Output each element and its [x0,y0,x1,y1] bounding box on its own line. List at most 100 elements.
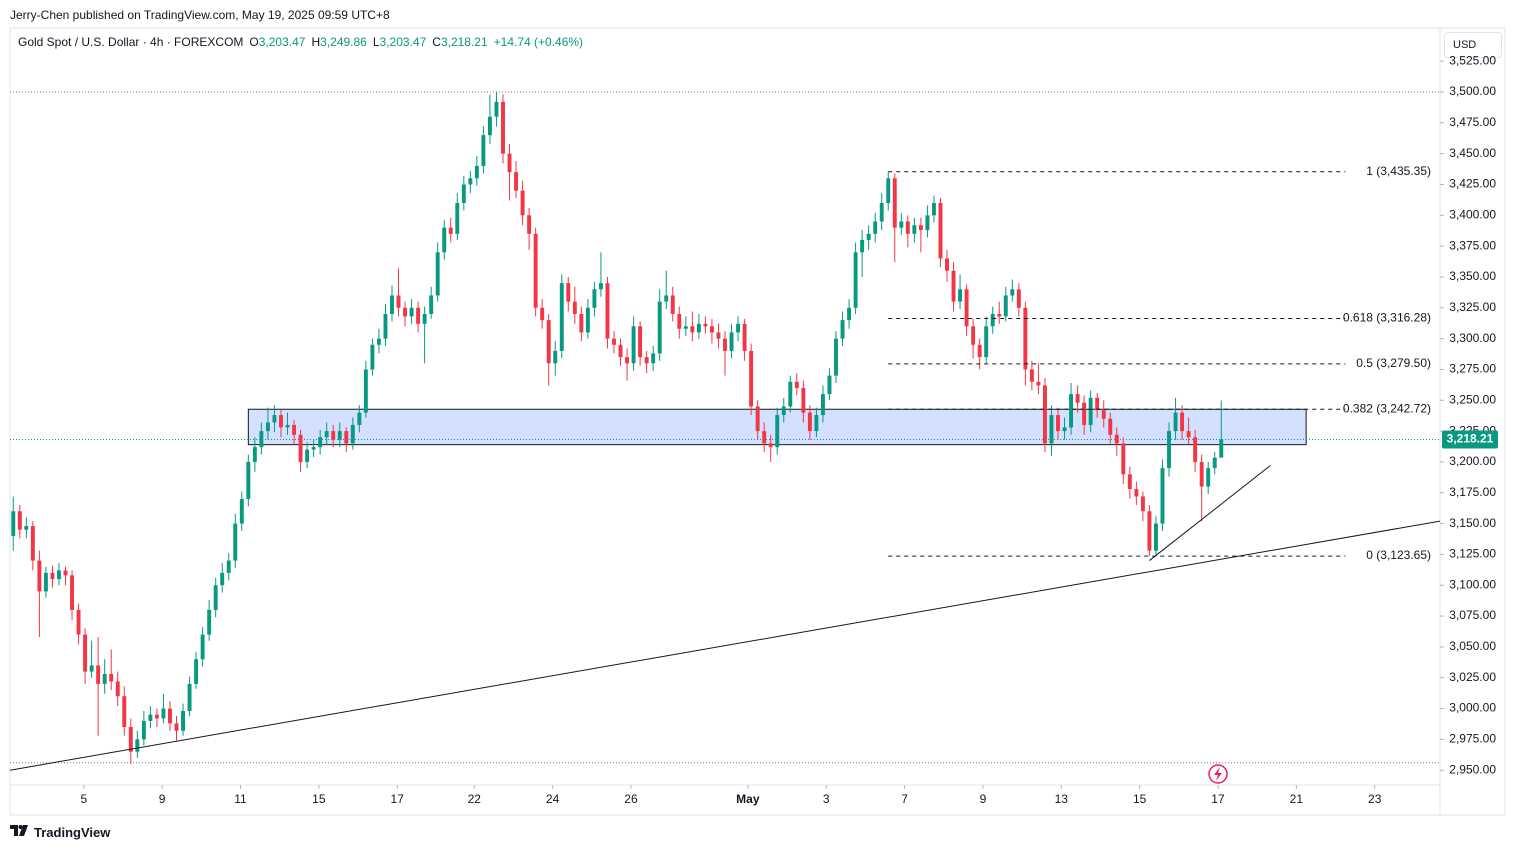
candle-body [324,431,329,438]
candle-body [1167,431,1171,469]
candle-body [723,338,727,351]
candle-body [873,221,878,234]
x-tick-label: 15 [312,792,326,806]
candle-body [559,283,564,351]
candle-body [1101,410,1106,419]
candle-body [1206,468,1211,487]
candle-body [938,202,943,259]
y-tick-label: 3,375.00 [1449,238,1496,252]
candle-body [344,431,349,444]
candle-body [194,659,199,684]
candle-body [154,714,159,719]
chart-frame [9,27,1506,816]
candle-body [546,320,551,364]
candle-body [337,431,342,440]
x-tick-label: 9 [980,792,987,806]
candle-body [141,720,146,740]
candle-body [644,357,649,364]
candle-body [1056,415,1060,432]
fib-label: 1 (3,435.35) [1366,164,1431,178]
x-tick-label: 5 [80,792,87,806]
candle-body [448,227,453,234]
y-tick-label: 3,500.00 [1449,84,1496,98]
candle-body [1075,394,1080,403]
brand: TradingView [34,825,111,840]
y-tick-label: 3,425.00 [1449,177,1496,191]
candle-body [1036,381,1041,386]
candle-body [840,320,845,339]
candle-body [742,323,747,351]
candle-body [905,221,910,234]
candle-body [298,434,303,462]
candle-body [736,323,741,333]
candle-body [1212,457,1217,469]
candle-body [618,344,623,358]
candle-body [76,609,81,635]
candle-body [494,101,499,117]
candle-body [533,233,538,308]
candle-body [997,313,1002,317]
candle-body [677,313,682,329]
candle-body [455,202,460,234]
candle-body [318,437,323,448]
candle-body [115,681,120,697]
candle-body [63,570,68,576]
candle-body [1121,443,1126,475]
candle-body [520,190,525,216]
candle-body [886,178,891,203]
candle-body [305,449,310,462]
candle-body [416,307,421,324]
candle-body [775,415,780,448]
candle-body [553,350,558,364]
candle-body [213,585,218,610]
trendline [1149,465,1271,561]
candle-body [252,447,257,462]
candle-body [1003,295,1008,317]
candle-body [807,412,812,432]
candle-body [487,116,492,136]
candle-body [481,135,486,166]
candle-body [977,344,982,358]
candle-body [945,258,949,271]
fib-label: 0.382 (3,242.72) [1343,401,1431,415]
y-tick-label: 3,300.00 [1449,331,1496,345]
candle-body [1069,394,1074,428]
candle-body [638,326,643,358]
x-tick-label: 26 [624,792,638,806]
candle-body [1088,397,1093,425]
trendline [9,520,1441,771]
candle-body [96,665,101,684]
candle-body [788,381,793,407]
candle-body [1042,385,1047,444]
candle-body [1108,418,1113,435]
candle-body [128,727,133,752]
candle-body [762,431,767,444]
candle-body [1049,415,1054,444]
x-tick-label: 17 [391,792,405,806]
y-tick-label: 3,275.00 [1449,362,1496,376]
candle-body [598,283,603,290]
candle-body [409,307,414,317]
y-tick-label: 3,025.00 [1449,670,1496,684]
x-tick-label: 11 [234,792,247,806]
candle-body [429,295,434,314]
candle-body [1173,412,1178,432]
candle-body [474,165,479,179]
candle-body [1154,523,1158,551]
fib-label: 0.5 (3,279.50) [1356,356,1431,370]
candle-body [226,560,231,573]
candle-body [670,295,675,314]
symbol-legend: Gold Spot / U.S. Dollar · 4h · FOREXCOM O… [18,35,583,49]
candle-body [1140,496,1145,512]
candle-body [755,406,760,432]
x-tick-label: 3 [823,792,830,806]
y-tick-label: 3,000.00 [1449,701,1496,715]
candle-body [1016,289,1021,308]
currency-button[interactable]: USD [1444,32,1502,58]
candle-body [1023,307,1028,370]
candle-body [285,424,290,428]
x-tick-label: May [736,792,760,806]
candle-body [1114,434,1119,444]
candle-body [1134,489,1139,497]
candle-body [435,252,440,296]
